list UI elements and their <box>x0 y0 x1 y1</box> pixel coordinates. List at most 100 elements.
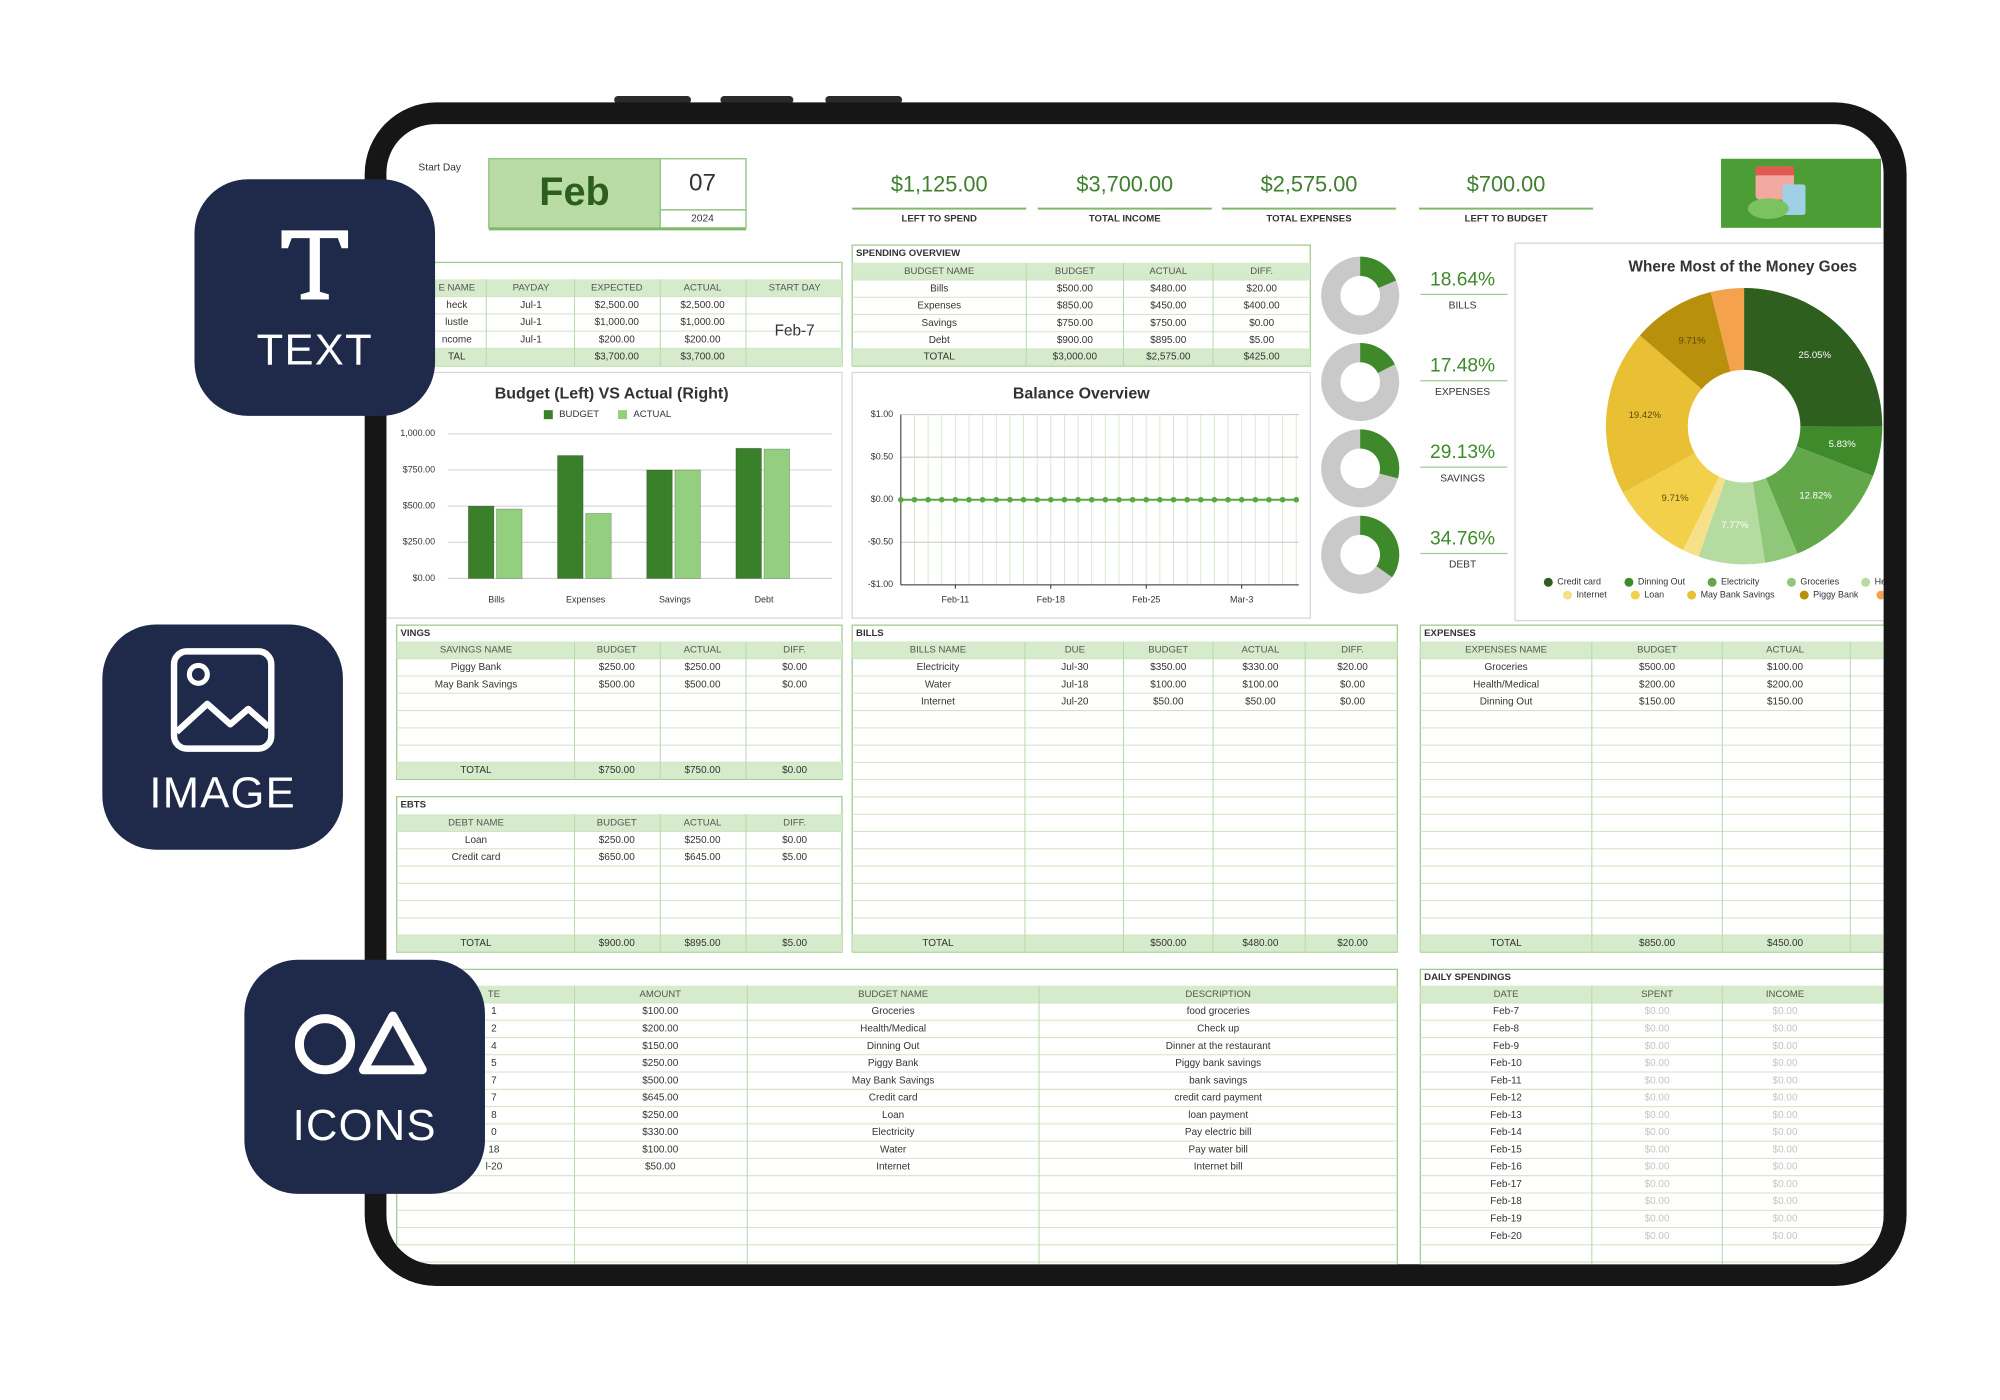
table-cell: Feb-14 <box>1490 1127 1522 1138</box>
table-cell: $1,000.00 <box>595 317 640 328</box>
table-cell: $645.00 <box>684 852 720 863</box>
table-box <box>851 624 1398 953</box>
table-box <box>396 968 1398 1265</box>
table-cell: $1,000.00 <box>680 317 725 328</box>
bar <box>735 447 762 579</box>
table-total-cell: $750.00 <box>684 765 720 776</box>
table-header: INCOME <box>1766 989 1804 1000</box>
table-cell: Piggy Bank <box>868 1058 918 1069</box>
legend-swatch <box>1624 577 1634 587</box>
legend-swatch <box>1861 577 1871 587</box>
table-cell: Jul-30 <box>1061 662 1089 673</box>
donut-segment <box>1360 342 1395 373</box>
table-total-cell: $20.00 <box>1337 938 1368 949</box>
chart-title: Budget (Left) VS Actual (Right) <box>495 385 729 402</box>
donut-value-label: 29.13% <box>1430 442 1495 463</box>
table-header-bg <box>1420 641 1884 659</box>
table-cell: $500.00 <box>684 679 720 690</box>
x-tick-label: Feb-11 <box>942 595 970 605</box>
summary-label: TOTAL INCOME <box>1089 213 1161 224</box>
y-tick-label: $1.00 <box>871 409 893 419</box>
legend-swatch <box>1543 577 1553 587</box>
line-point <box>1143 496 1150 503</box>
table-header: ACTUAL <box>684 817 722 828</box>
x-tick-label: Feb-18 <box>1037 595 1065 605</box>
table-total-cell: $900.00 <box>599 938 635 949</box>
table-cell: $200.00 <box>684 334 720 345</box>
table-cell: $330.00 <box>642 1127 678 1138</box>
table-cell: Electricity <box>872 1127 915 1138</box>
table-cell: $0.00 <box>782 835 807 846</box>
table-header-bg <box>1420 985 1884 1003</box>
table-total-bg <box>1420 934 1884 952</box>
table-cell: $500.00 <box>642 1075 678 1086</box>
table-cell: $0.00 <box>1773 1058 1798 1069</box>
table-cell: 7 <box>491 1075 497 1086</box>
table-cell: $400.00 <box>1244 301 1280 312</box>
table-total-cell: TOTAL <box>922 938 954 949</box>
month: Feb <box>539 170 610 214</box>
table-cell: Health/Medical <box>860 1023 926 1034</box>
table-header: SAVINGS NAME <box>440 645 512 656</box>
line-point <box>1088 496 1095 503</box>
table-cell: Feb-19 <box>1490 1214 1522 1225</box>
y-tick-label: -$1.00 <box>868 579 893 589</box>
table-cell: Loan <box>882 1110 904 1121</box>
bar <box>646 469 673 579</box>
table-title: DAILY SPENDINGS <box>1424 972 1511 983</box>
badge-bg <box>244 959 485 1194</box>
table-cell: Feb-7 <box>1493 1006 1519 1017</box>
y-tick-label: $750.00 <box>403 464 435 474</box>
table-header-bg <box>386 279 842 297</box>
line-point <box>1116 496 1122 503</box>
pie-slice <box>1744 287 1883 427</box>
bar <box>585 512 612 579</box>
line-point <box>1047 496 1054 503</box>
image-icon <box>174 700 271 735</box>
legend-swatch <box>1799 590 1809 600</box>
legend-label: ACTUAL <box>633 409 671 420</box>
table-cell: Water <box>925 679 952 690</box>
table-title: SPENDING OVERVIEW <box>856 248 961 259</box>
pie-value-label: 25.05% <box>1799 350 1832 361</box>
pie-slice <box>1698 479 1766 565</box>
donut-category: EXPENSES <box>1435 387 1490 398</box>
line-point <box>1007 496 1013 503</box>
table-cell: $0.00 <box>1773 1179 1798 1190</box>
table-cell: $0.00 <box>1645 1214 1670 1225</box>
table-cell: $100.00 <box>1150 679 1186 690</box>
text-badge: TEXT <box>194 179 436 416</box>
table-header: BUDGET <box>1148 645 1188 656</box>
table-cell: credit card payment <box>1174 1093 1262 1104</box>
table-cell: $200.00 <box>1639 679 1675 690</box>
table-header: EXPENSES NAME <box>1465 645 1547 656</box>
table-cell: $0.00 <box>1773 1093 1798 1104</box>
table-header: DIFF. <box>1341 645 1364 656</box>
table-header: BUDGET <box>1637 645 1677 656</box>
y-tick-label: $0.00 <box>413 573 435 583</box>
table-cell: $450.00 <box>1150 301 1186 312</box>
table-cell: Debt <box>929 335 950 346</box>
tablet-button <box>614 96 691 104</box>
table-cell: $150.00 <box>1767 697 1803 708</box>
image-icon <box>170 648 275 752</box>
table-cell: 0 <box>491 1127 497 1138</box>
legend-label: Credit card <box>1557 577 1601 587</box>
donut-value-label: 17.48% <box>1430 356 1495 377</box>
table-cell: Feb-11 <box>1491 1075 1522 1086</box>
donut-segment <box>1360 515 1400 578</box>
table-cell: $50.00 <box>645 1162 676 1173</box>
table-total-cell: $480.00 <box>1242 938 1278 949</box>
table-cell: bank savings <box>1189 1075 1247 1086</box>
table-cell: 8 <box>491 1110 497 1121</box>
table-total-cell: TOTAL <box>924 352 956 363</box>
table-cell: Piggy bank savings <box>1175 1058 1261 1069</box>
line-point <box>925 496 931 503</box>
table-cell: $250.00 <box>599 835 635 846</box>
table-header-bg <box>852 641 1398 659</box>
summary-label: TOTAL EXPENSES <box>1266 213 1352 224</box>
table-cell: Pay electric bill <box>1185 1127 1251 1138</box>
table-title: EBTS <box>401 799 427 810</box>
year: 2024 <box>691 214 714 225</box>
